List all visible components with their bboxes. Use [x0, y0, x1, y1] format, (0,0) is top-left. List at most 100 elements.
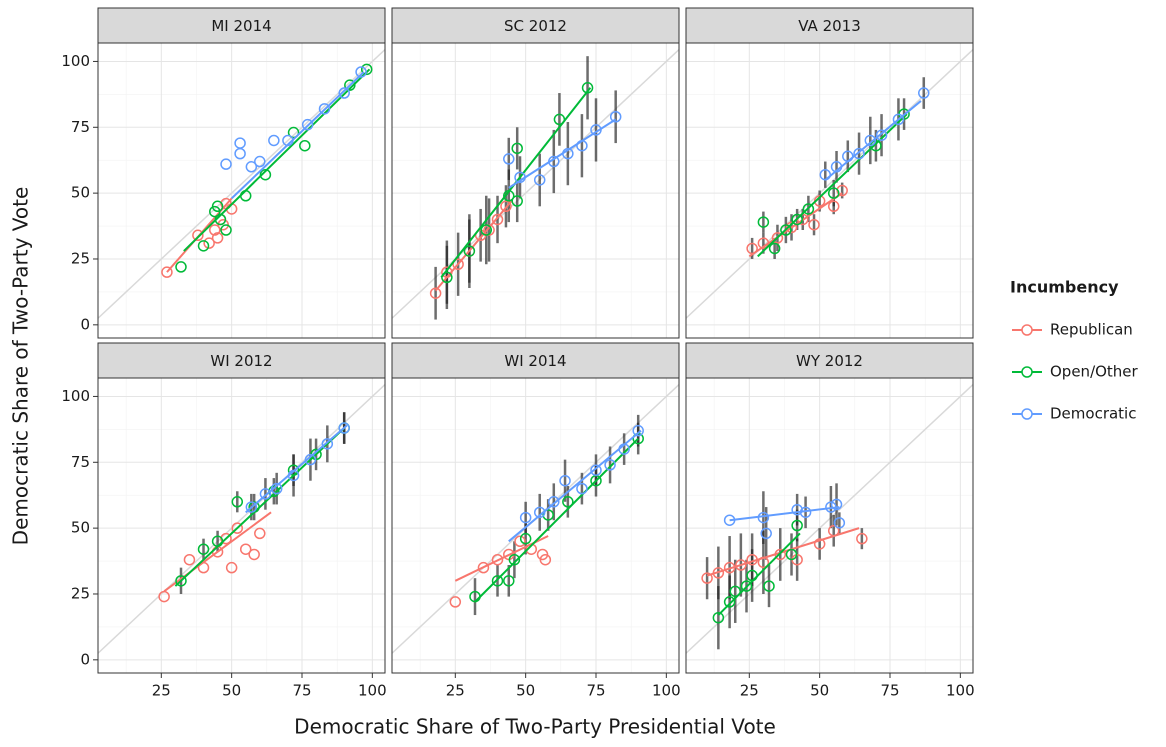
- x-tick-label: 100: [652, 682, 681, 700]
- point: [268, 134, 280, 147]
- y-axis-title: Democratic Share of Two-Party Vote: [9, 187, 33, 546]
- legend-label: Democratic: [1050, 405, 1136, 423]
- reference-line: [98, 49, 385, 319]
- point: [449, 596, 462, 608]
- point: [511, 195, 523, 207]
- fit-line: [824, 100, 922, 181]
- panel: VA 2013: [685, 7, 974, 339]
- point: [632, 424, 644, 437]
- point: [604, 459, 616, 471]
- strip: [391, 342, 680, 379]
- point: [477, 561, 490, 574]
- point: [785, 548, 798, 561]
- point: [723, 596, 736, 608]
- panel: MI 2014 0 25 50 75 100: [61, 7, 386, 339]
- strip-label: SC 2012: [504, 17, 567, 35]
- plot-area: [98, 384, 385, 654]
- point: [590, 464, 602, 476]
- point: [429, 287, 442, 299]
- point: [559, 474, 571, 487]
- fit-line: [183, 68, 371, 252]
- fit-line: [174, 427, 345, 587]
- panel: SC 2012: [391, 7, 680, 339]
- plot-area: [686, 384, 973, 654]
- point: [508, 553, 521, 566]
- x-tick-label: 75: [880, 682, 899, 700]
- point: [231, 522, 244, 534]
- x-axis-title: Democratic Share of Two-Party Presidenti…: [294, 715, 776, 739]
- point: [175, 575, 187, 587]
- point: [254, 155, 266, 168]
- point: [321, 438, 334, 450]
- point: [701, 572, 713, 584]
- x-tick-label: 100: [358, 682, 387, 700]
- reference-line: [98, 384, 385, 654]
- point: [827, 200, 840, 213]
- point: [813, 538, 826, 550]
- x-tick-label: 50: [810, 682, 829, 700]
- point: [533, 174, 546, 186]
- strip-label: WI 2014: [504, 352, 566, 370]
- strip-label: VA 2013: [798, 17, 861, 35]
- x-tick-label: 50: [222, 682, 241, 700]
- point: [712, 611, 725, 624]
- y-tick-label: 25: [71, 584, 90, 602]
- point: [780, 224, 792, 236]
- point: [609, 111, 622, 123]
- y-tick-label: 100: [61, 52, 90, 70]
- point: [161, 266, 173, 278]
- point: [287, 126, 300, 139]
- point: [220, 224, 232, 236]
- point: [234, 147, 246, 160]
- point: [344, 79, 356, 91]
- point: [480, 224, 493, 236]
- point: [763, 580, 775, 592]
- y-tick-label: 50: [71, 184, 90, 202]
- point: [830, 498, 843, 511]
- y-tick-label: 75: [71, 118, 90, 136]
- y-tick-label: 50: [71, 519, 90, 537]
- fit-line: [245, 424, 348, 514]
- point: [355, 66, 367, 78]
- point: [514, 535, 526, 548]
- point: [833, 517, 846, 529]
- point: [500, 200, 512, 213]
- strip: [97, 342, 386, 379]
- point: [211, 232, 224, 244]
- x-tick-label: 100: [946, 682, 975, 700]
- point: [452, 258, 464, 270]
- point: [239, 543, 252, 555]
- legend-label: Republican: [1050, 321, 1133, 339]
- point: [503, 575, 515, 587]
- reference-line: [686, 384, 973, 654]
- point: [197, 240, 210, 252]
- point: [301, 118, 314, 131]
- point: [491, 575, 504, 587]
- point: [771, 232, 784, 244]
- reference-line: [392, 49, 679, 319]
- strip: [97, 7, 386, 44]
- x-tick-label: 25: [740, 682, 759, 700]
- point: [785, 221, 798, 234]
- fit-line: [474, 437, 639, 603]
- point: [248, 548, 260, 561]
- legend-key-point: [1021, 366, 1033, 378]
- fit-line: [757, 113, 908, 258]
- point: [768, 242, 781, 255]
- point: [197, 543, 210, 555]
- y-tick-label: 100: [61, 387, 90, 405]
- point: [519, 532, 532, 545]
- point: [231, 496, 244, 508]
- point: [245, 161, 258, 173]
- point: [254, 527, 266, 540]
- y-tick-label: 25: [71, 249, 90, 267]
- point: [562, 496, 574, 508]
- strip-label: WI 2012: [210, 352, 272, 370]
- point: [259, 488, 272, 500]
- y-tick-label: 75: [71, 453, 90, 471]
- point: [918, 87, 930, 99]
- point: [729, 585, 741, 598]
- fit-line: [729, 506, 840, 522]
- point: [802, 203, 815, 215]
